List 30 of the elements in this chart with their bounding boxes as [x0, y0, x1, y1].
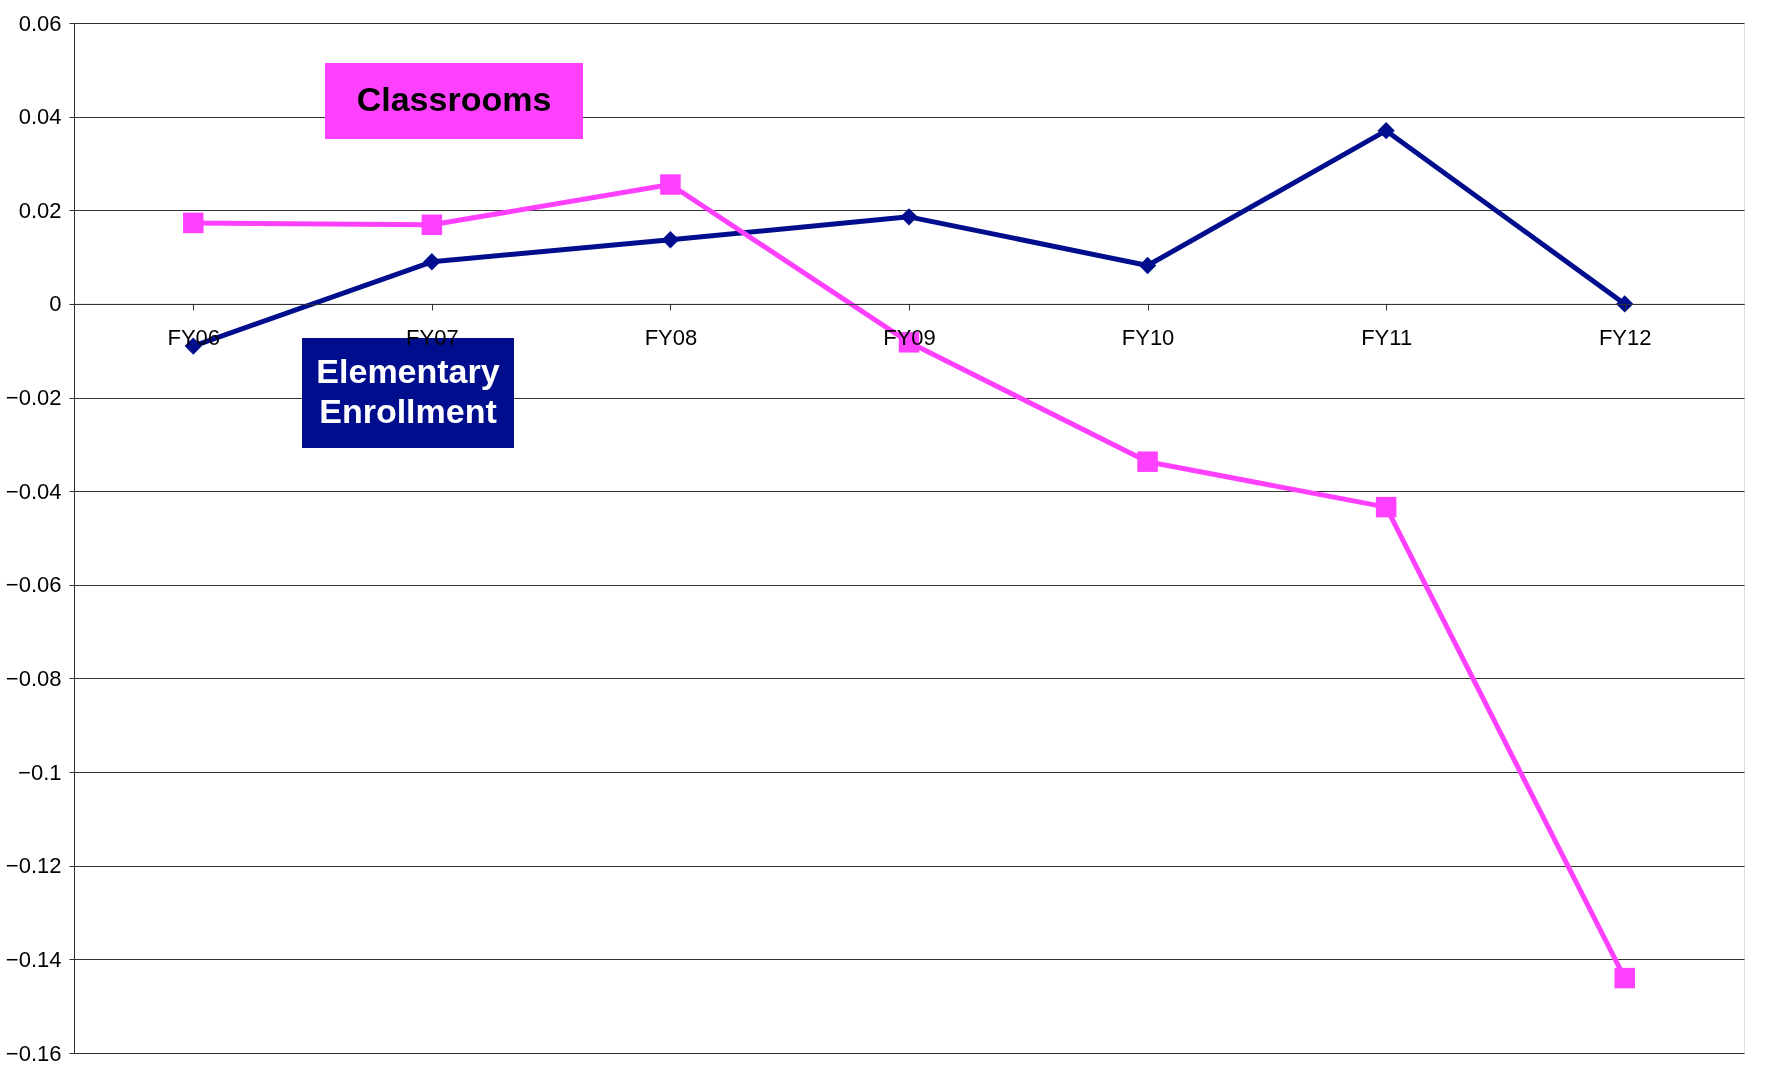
y-tick-label: −0.06	[5, 572, 62, 598]
y-tick-label: 0.06	[18, 10, 62, 36]
point	[1138, 256, 1157, 275]
y-tick-label: 0.04	[18, 104, 62, 130]
point	[660, 174, 681, 195]
series-label: Elementary Enrollment	[316, 352, 500, 430]
point	[661, 231, 680, 249]
point	[1137, 451, 1158, 472]
point	[421, 214, 443, 236]
x-tick-label: FY10	[1121, 325, 1175, 351]
point	[1375, 496, 1397, 518]
point	[183, 212, 204, 234]
x-tick-label: FY11	[1361, 325, 1413, 351]
point	[1616, 295, 1634, 313]
y-tick-label: 0.02	[18, 197, 62, 223]
y-tick-label: 0	[49, 291, 62, 317]
y-tick-label: −0.14	[5, 946, 62, 972]
y-tick-label: −0.16	[5, 1040, 62, 1065]
point	[1614, 967, 1635, 989]
point	[1377, 122, 1395, 140]
y-tick-label: −0.02	[5, 385, 62, 411]
y-tick-label: −0.08	[5, 665, 62, 691]
y-tick-label: −0.1	[18, 759, 62, 785]
x-tick-label: FY12	[1598, 325, 1652, 351]
point	[900, 208, 918, 226]
text: Classrooms	[356, 80, 552, 118]
y-tick-label: −0.04	[5, 478, 62, 504]
x-tick-label: FY08	[644, 325, 698, 351]
y-tick-label: −0.12	[5, 853, 62, 879]
point	[423, 253, 441, 271]
